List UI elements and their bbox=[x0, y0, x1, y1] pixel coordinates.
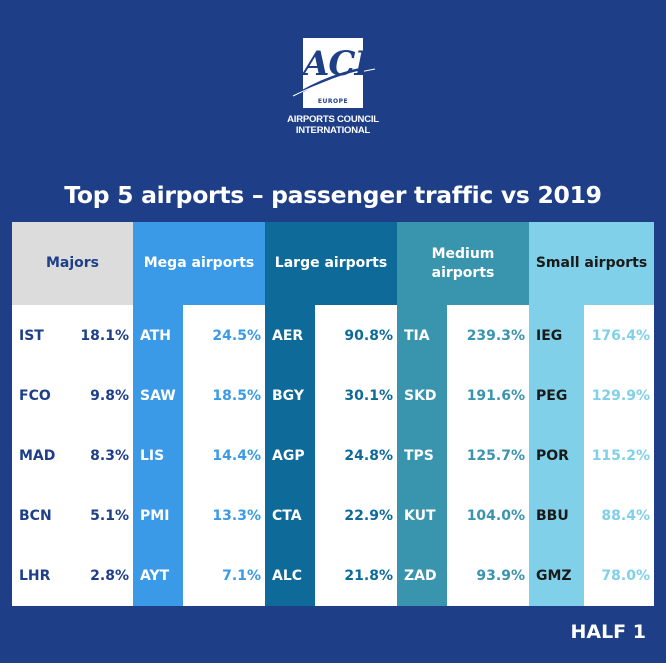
column-header: Large airports bbox=[265, 222, 397, 305]
swoosh-graphic bbox=[290, 64, 378, 100]
airport-code: KUT bbox=[397, 486, 447, 546]
airport-code: PEG bbox=[529, 366, 579, 426]
traffic-percent: 7.1% bbox=[183, 546, 265, 606]
airport-code: LHR bbox=[12, 546, 62, 606]
column-1: Mega airports ATH 24.5% SAW 18.5% LIS 14.4% PMI… bbox=[133, 222, 265, 606]
traffic-percent: 22.9% bbox=[315, 486, 397, 546]
logo-org-name: AIRPORTS COUNCIL INTERNATIONAL bbox=[283, 114, 383, 136]
column-header: Mega airports bbox=[133, 222, 265, 305]
column-header: Small airports bbox=[529, 222, 654, 305]
airport-code: PMI bbox=[133, 486, 183, 546]
column-2: Large airports AER 90.8% BGY 30.1% AGP 24.8% CT… bbox=[265, 222, 397, 606]
airport-code: AER bbox=[265, 305, 315, 366]
airport-code: GMZ bbox=[529, 546, 579, 606]
airport-code: SKD bbox=[397, 366, 447, 426]
traffic-percent: 104.0% bbox=[447, 486, 529, 546]
period-label: HALF 1 bbox=[570, 621, 646, 643]
airport-code: ATH bbox=[133, 305, 183, 366]
column-header: Majors bbox=[12, 222, 133, 305]
airport-code: ZAD bbox=[397, 546, 447, 606]
traffic-percent: 18.5% bbox=[183, 366, 265, 426]
traffic-percent: 2.8% bbox=[62, 546, 133, 606]
traffic-percent: 191.6% bbox=[447, 366, 529, 426]
aci-logo-mark: ACI EUROPE bbox=[290, 38, 378, 108]
traffic-percent: 125.7% bbox=[447, 426, 529, 486]
traffic-percent: 30.1% bbox=[315, 366, 397, 426]
traffic-percent: 78.0% bbox=[584, 546, 654, 606]
traffic-percent: 21.8% bbox=[315, 546, 397, 606]
airport-code: IST bbox=[12, 305, 62, 366]
aci-europe-logo: ACI EUROPE AIRPORTS COUNCIL INTERNATIONA… bbox=[283, 38, 383, 148]
traffic-percent: 239.3% bbox=[447, 305, 529, 366]
airport-code: AGP bbox=[265, 426, 315, 486]
traffic-percent: 8.3% bbox=[62, 426, 133, 486]
airport-code: BBU bbox=[529, 486, 579, 546]
traffic-percent: 93.9% bbox=[447, 546, 529, 606]
logo-line-1: AIRPORTS COUNCIL bbox=[287, 114, 379, 125]
airport-code: LIS bbox=[133, 426, 183, 486]
airport-code: ALC bbox=[265, 546, 315, 606]
airport-code: IEG bbox=[529, 305, 579, 366]
airport-code: MAD bbox=[12, 426, 62, 486]
airport-code: CTA bbox=[265, 486, 315, 546]
traffic-percent: 24.8% bbox=[315, 426, 397, 486]
traffic-percent: 14.4% bbox=[183, 426, 265, 486]
traffic-percent: 18.1% bbox=[62, 305, 133, 366]
traffic-percent: 176.4% bbox=[584, 305, 654, 366]
airport-traffic-table: Majors IST 18.1% FCO 9.8% MAD 8.3% BCN 5.1% LHR 2.… bbox=[12, 222, 654, 606]
traffic-percent: 115.2% bbox=[584, 426, 654, 486]
airport-code: AYT bbox=[133, 546, 183, 606]
airport-code: TPS bbox=[397, 426, 447, 486]
column-0: Majors IST 18.1% FCO 9.8% MAD 8.3% BCN 5.1% LHR 2.… bbox=[12, 222, 133, 606]
column-3: Medium airports TIA 239.3% SKD 191.6% TPS 125.… bbox=[397, 222, 529, 606]
airport-code: BGY bbox=[265, 366, 315, 426]
logo-line-2: INTERNATIONAL bbox=[295, 125, 371, 136]
airport-code: POR bbox=[529, 426, 579, 486]
airport-code: SAW bbox=[133, 366, 183, 426]
traffic-percent: 9.8% bbox=[62, 366, 133, 426]
airport-code: TIA bbox=[397, 305, 447, 366]
logo-region: EUROPE bbox=[317, 98, 349, 105]
column-4: Small airports IEG 176.4% PEG 129.9% POR 115.2… bbox=[529, 222, 654, 606]
traffic-percent: 129.9% bbox=[584, 366, 654, 426]
airport-code: FCO bbox=[12, 366, 62, 426]
column-header: Medium airports bbox=[397, 222, 529, 305]
traffic-percent: 24.5% bbox=[183, 305, 265, 366]
airport-code: BCN bbox=[12, 486, 62, 546]
traffic-percent: 88.4% bbox=[584, 486, 654, 546]
traffic-percent: 13.3% bbox=[183, 486, 265, 546]
traffic-percent: 90.8% bbox=[315, 305, 397, 366]
logo-letters: ACI bbox=[303, 44, 370, 84]
traffic-percent: 5.1% bbox=[62, 486, 133, 546]
page-title: Top 5 airports – passenger traffic vs 20… bbox=[64, 181, 602, 209]
